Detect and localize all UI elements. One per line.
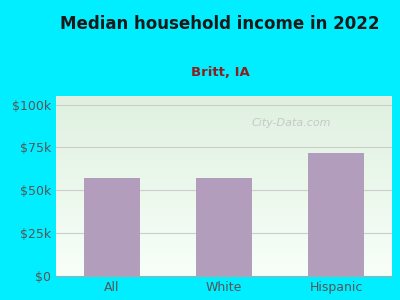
- Text: City-Data.com: City-Data.com: [252, 118, 331, 128]
- Bar: [308, 153, 364, 276]
- Bar: [196, 178, 252, 276]
- Text: Britt, IA: Britt, IA: [191, 66, 249, 79]
- Text: Median household income in 2022: Median household income in 2022: [60, 15, 380, 33]
- Bar: [84, 178, 140, 276]
